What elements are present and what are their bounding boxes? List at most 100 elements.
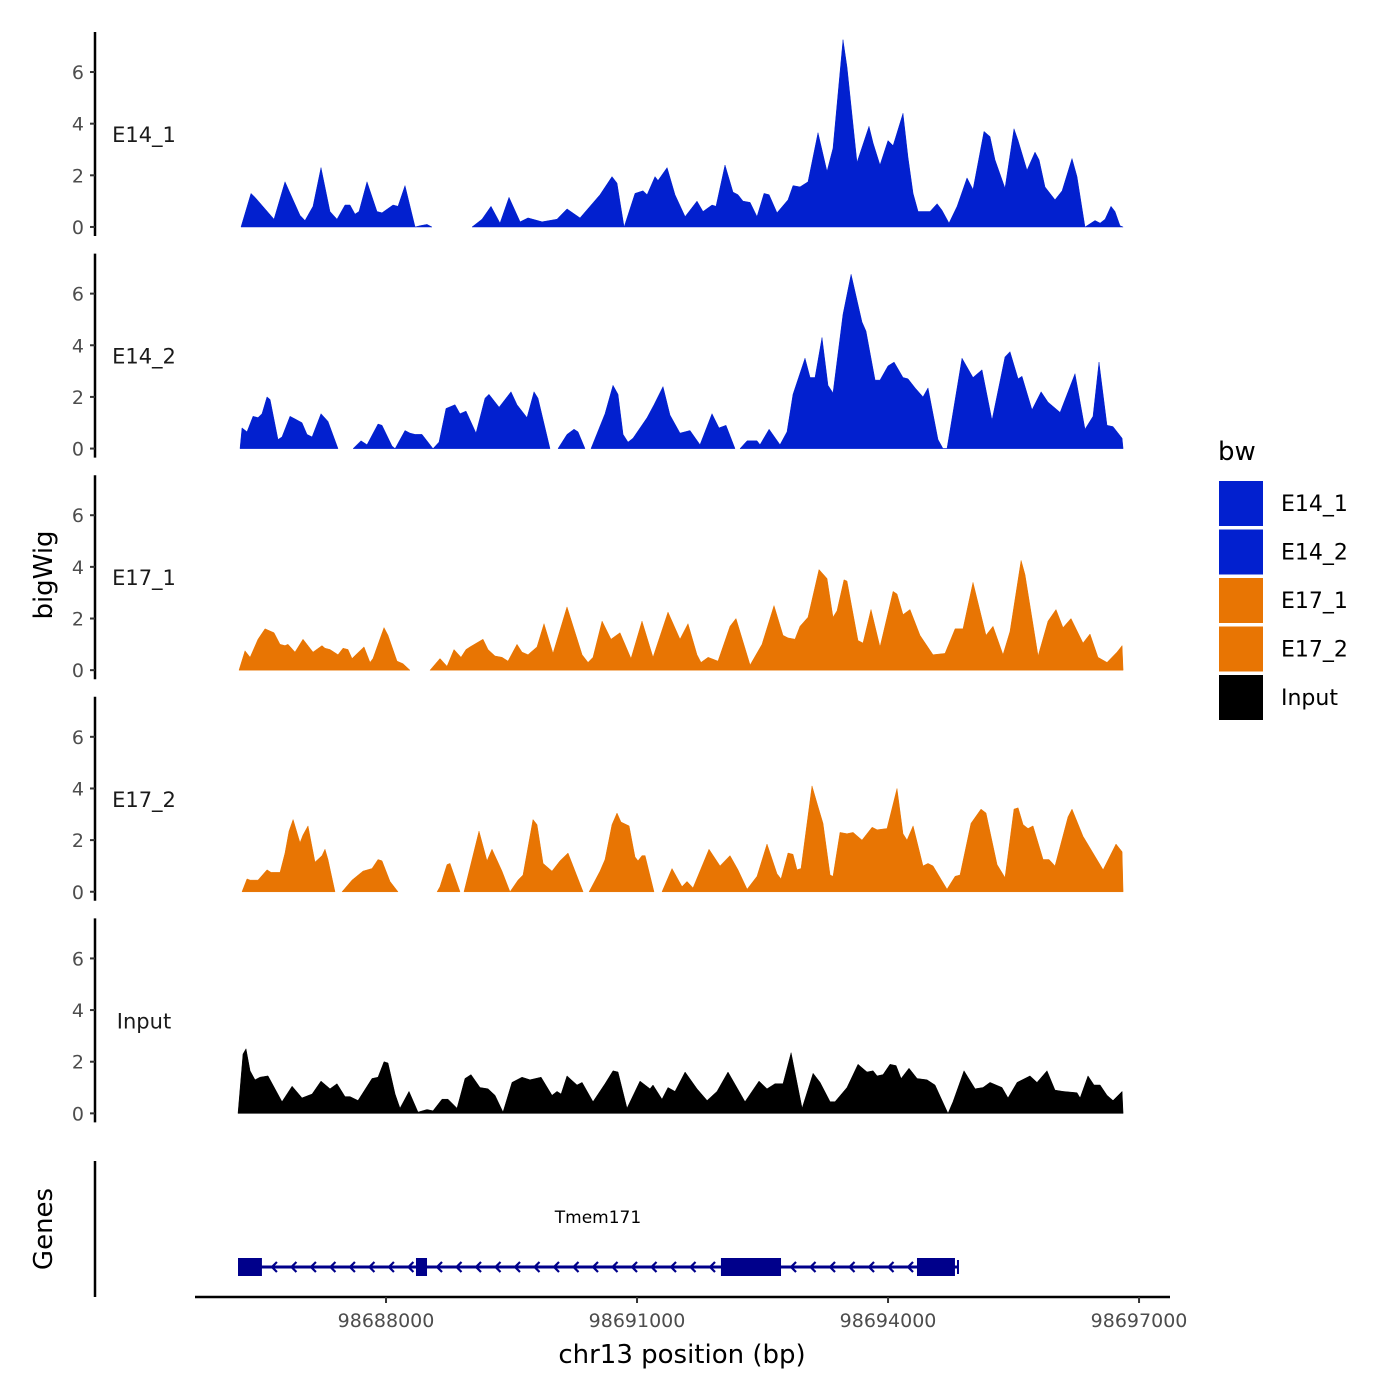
signal-area-segment (661, 785, 1124, 893)
gene-exon (720, 1258, 782, 1276)
strand-arrow-icon (906, 1261, 914, 1273)
y-tick-label: 6 (72, 62, 84, 84)
signal-area-segment (241, 818, 336, 893)
strand-arrow-icon (454, 1261, 463, 1273)
legend: bw E14_1 E14_2 E17_1 E17_2 Input (1218, 437, 1348, 720)
signal-area-segment (238, 626, 411, 671)
gene-panel: Tmem171 (93, 1161, 959, 1297)
signal-area-segment (463, 818, 584, 893)
panel-e14-2: 0 2 4 6 E14_2 (72, 253, 1124, 461)
y-tick-label: 0 (72, 217, 84, 239)
legend-label: Input (1281, 686, 1338, 711)
strand-arrow-icon (406, 1261, 415, 1273)
legend-label: E14_2 (1281, 541, 1348, 566)
x-axis: 98688000 98691000 98694000 98697000 (195, 1295, 1188, 1332)
panel-input: 0 2 4 6 Input (72, 918, 1124, 1125)
strand-arrow-icon (688, 1261, 697, 1273)
track-label: E17_1 (112, 566, 176, 591)
strand-arrow-icon (328, 1261, 337, 1273)
legend-label: E17_1 (1281, 589, 1348, 614)
strand-arrow-icon (847, 1261, 856, 1273)
legend-key (1219, 578, 1263, 623)
strand-arrow-icon (789, 1261, 797, 1273)
gene-exon (238, 1258, 262, 1276)
strand-arrow-icon (532, 1261, 541, 1273)
strand-arrow-icon (367, 1261, 376, 1273)
gene-model: Tmem171 (238, 1208, 959, 1276)
strand-arrow-icon (571, 1261, 580, 1273)
legend-key (1219, 626, 1263, 672)
signal-area-segment (739, 274, 1124, 449)
legend-title: bw (1218, 437, 1256, 467)
legend-key (1219, 675, 1263, 720)
signal-area-segment (237, 1048, 1124, 1115)
signal-area-segment (471, 39, 1124, 228)
y-tick-label: 2 (72, 609, 84, 631)
signal-area-segment (352, 391, 551, 449)
track-label: E14_1 (112, 123, 176, 148)
y-tick-label: 2 (72, 165, 84, 187)
track-label: Input (117, 1009, 171, 1033)
y-tick-label: 4 (72, 1000, 84, 1022)
x-tick-label: 98697000 (1091, 1310, 1188, 1332)
strand-arrow-icon (552, 1261, 560, 1273)
signal-area-segment (557, 428, 586, 449)
y-tick-label: 6 (72, 505, 84, 527)
strand-arrow-icon (828, 1261, 836, 1273)
strand-arrow-icon (808, 1261, 817, 1273)
signal-area-segment (240, 167, 433, 228)
strand-arrow-icon (610, 1261, 619, 1273)
y-tick-label: 4 (72, 335, 84, 357)
gene-track-title: Genes (29, 1188, 59, 1270)
gene-exon (916, 1258, 955, 1276)
signal-area-segment (588, 812, 655, 893)
y-tick-label: 2 (72, 387, 84, 409)
y-tick-label: 6 (72, 948, 84, 970)
x-tick-label: 98688000 (338, 1310, 435, 1332)
legend-label: E14_1 (1281, 492, 1348, 517)
y-tick-label: 4 (72, 114, 84, 136)
y-tick-label: 0 (72, 439, 84, 461)
x-axis-title: chr13 position (bp) (558, 1340, 805, 1370)
y-tick-label: 0 (72, 660, 84, 682)
track-label: E14_2 (112, 345, 176, 370)
strand-arrow-icon (513, 1261, 521, 1273)
panel-e17-2: 0 2 4 6 E17_2 (72, 696, 1124, 904)
signal-panels: 0 2 4 6 E14_1 0 2 4 6 E14_2 0 2 4 6 E17_1 0 2 4 6 E17_2 0 2 4 6… (72, 32, 1124, 1125)
signal-area-segment (429, 560, 1124, 671)
signal-area-segment (590, 384, 736, 449)
gene-label: Tmem171 (554, 1208, 641, 1228)
legend-label: E17_2 (1281, 638, 1348, 663)
strand-arrow-icon (708, 1261, 716, 1273)
x-tick-label: 98694000 (840, 1310, 937, 1332)
signal-area-segment (436, 863, 461, 893)
panel-e14-1: 0 2 4 6 E14_1 (72, 32, 1124, 239)
strand-arrow-icon (435, 1261, 443, 1273)
signal-area-segment (239, 396, 339, 449)
y-tick-label: 0 (72, 1103, 84, 1125)
y-tick-label: 6 (72, 284, 84, 306)
strand-arrow-icon (493, 1261, 502, 1273)
y-tick-label: 2 (72, 1052, 84, 1074)
strand-arrow-icon (669, 1261, 677, 1273)
track-label: E17_2 (112, 788, 176, 813)
strand-arrow-icon (348, 1261, 356, 1273)
y-tick-label: 0 (72, 882, 84, 904)
legend-key (1219, 529, 1263, 575)
legend-key (1219, 481, 1263, 526)
strand-arrow-icon (387, 1261, 395, 1273)
strand-arrow-icon (886, 1261, 895, 1273)
panel-e17-1: 0 2 4 6 E17_1 (72, 475, 1124, 682)
strand-arrow-icon (630, 1261, 638, 1273)
signal-area-segment (341, 859, 399, 893)
strand-arrow-icon (309, 1261, 317, 1273)
strand-arrow-icon (867, 1261, 875, 1273)
y-tick-label: 6 (72, 727, 84, 749)
strand-arrow-icon (289, 1261, 298, 1273)
y-tick-label: 4 (72, 778, 84, 800)
strand-arrow-icon (474, 1261, 482, 1273)
strand-arrow-icon (270, 1261, 278, 1273)
strand-arrow-icon (591, 1261, 599, 1273)
strand-arrow-icon (649, 1261, 658, 1273)
